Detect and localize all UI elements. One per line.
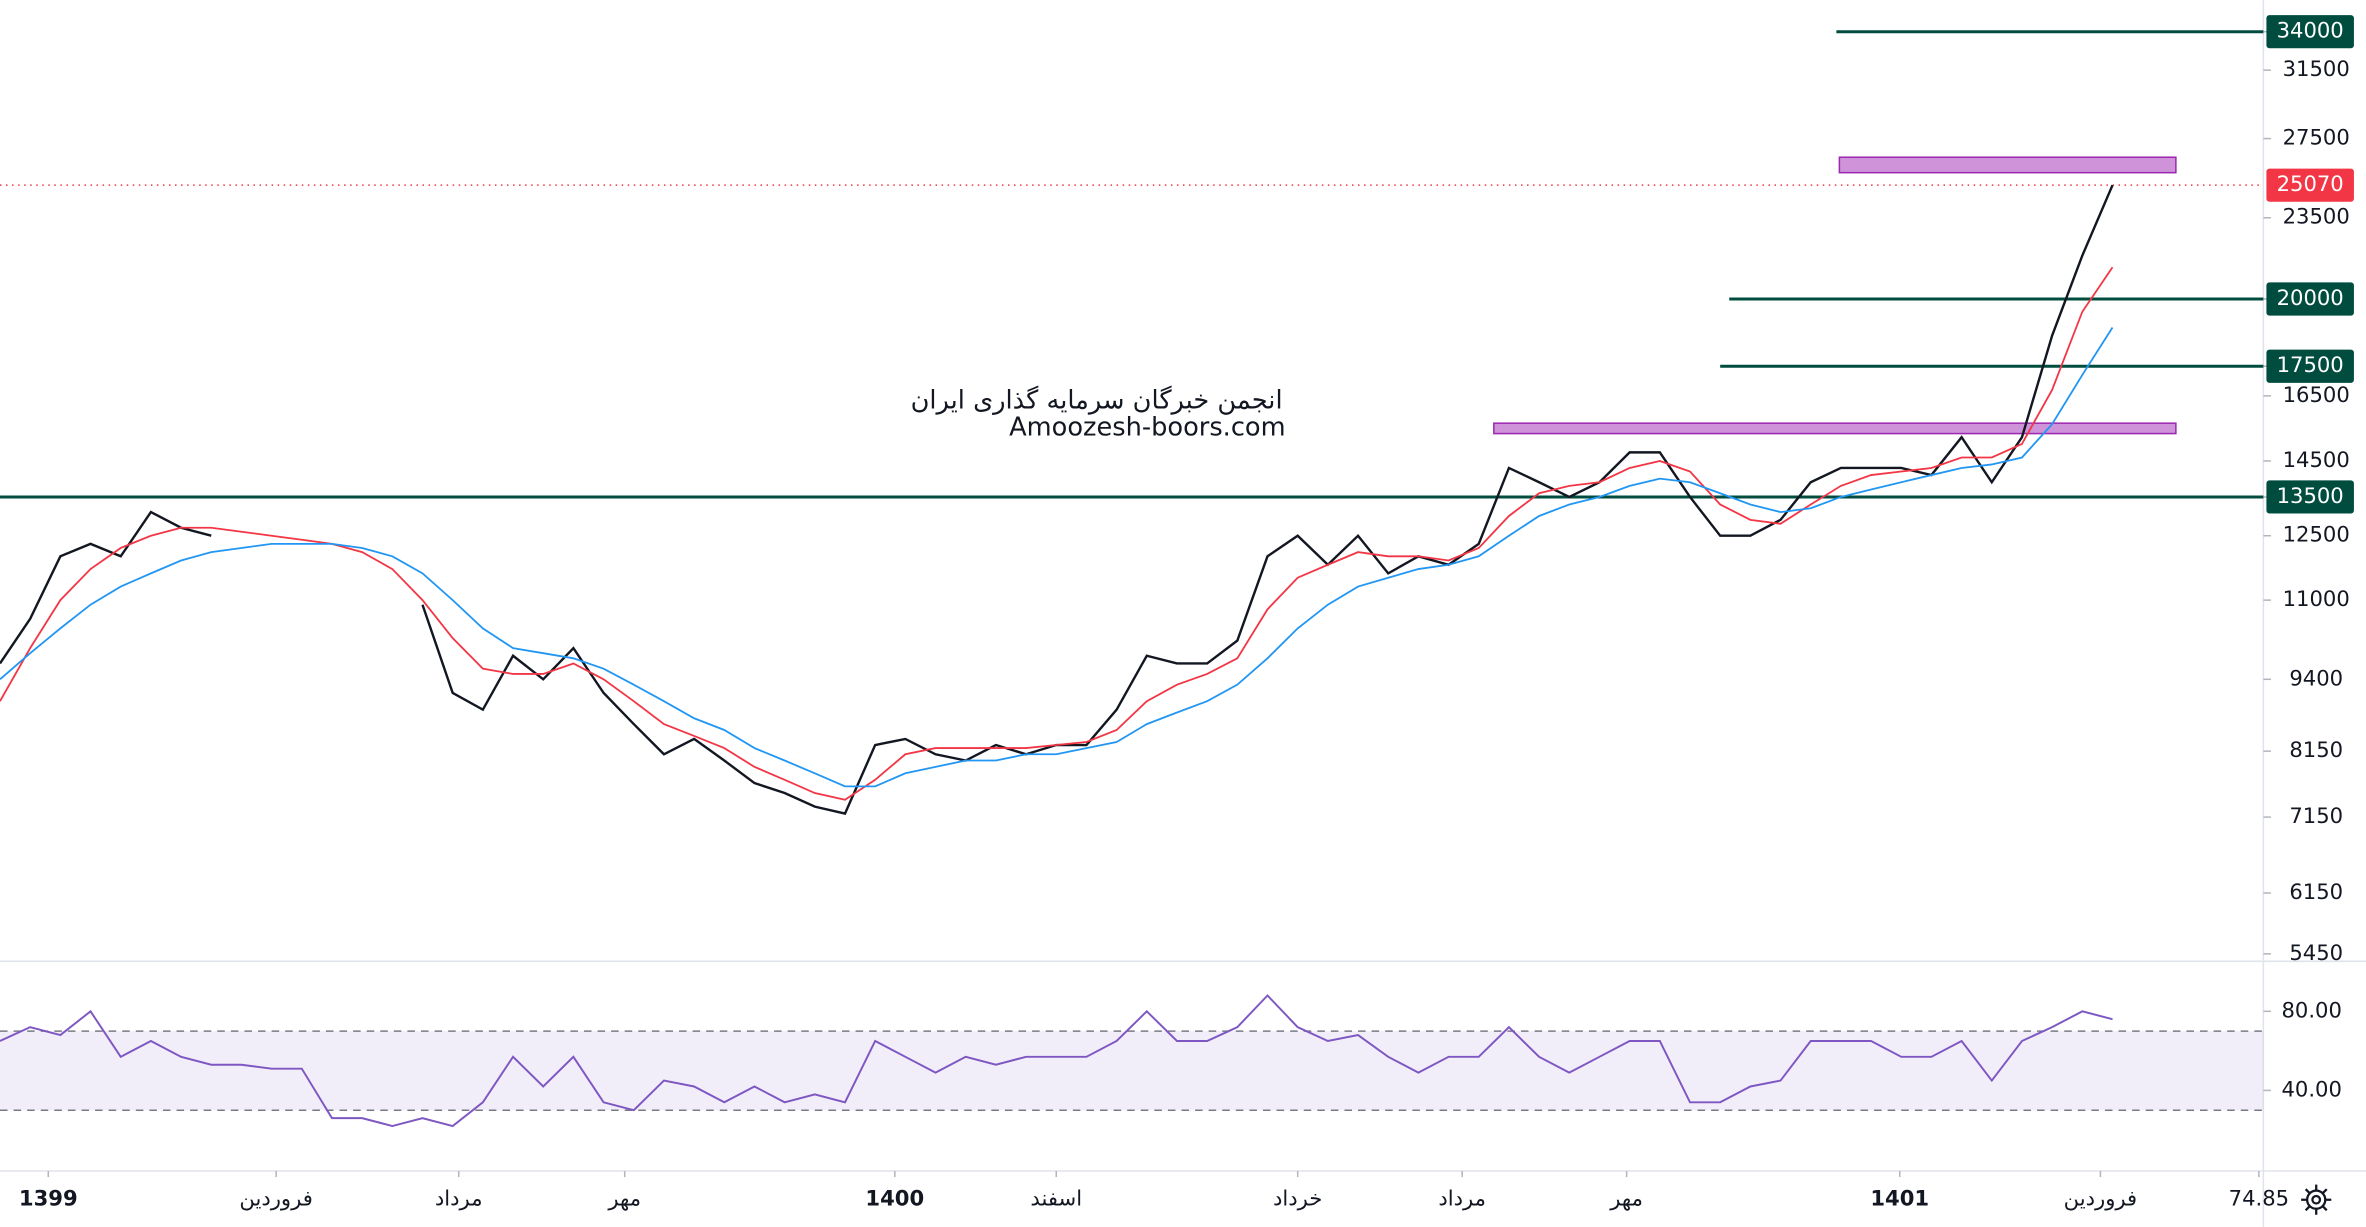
y-tick-label: 9400 [2289, 665, 2343, 690]
y-tick-label: 11000 [2283, 586, 2350, 611]
watermark: Amoozesh-boors.com [1009, 413, 1285, 443]
last-price-label: 25070 [2277, 171, 2344, 196]
x-tick-label: 1400 [865, 1186, 924, 1211]
series-line [0, 184, 2114, 815]
level-label: 34000 [2277, 18, 2344, 43]
y-tick-label: 7150 [2289, 803, 2343, 828]
level-box [2266, 15, 2354, 49]
y-tick-label: 27500 [2283, 125, 2350, 150]
series-line [0, 994, 2113, 1128]
y-tick-label: 6150 [2289, 879, 2343, 904]
last-price-box [2266, 168, 2354, 202]
x-tick-label: 1401 [1870, 1186, 1929, 1211]
level-label: 17500 [2277, 352, 2344, 377]
x-tick-label: فروردین [2064, 1186, 2137, 1211]
x-tick-label: مهر [1609, 1186, 1643, 1211]
level-box [2266, 349, 2354, 383]
y-tick-label: 5450 [2289, 940, 2343, 965]
rsi-band [0, 1031, 2264, 1111]
y-tick-label: 14500 [2283, 447, 2350, 472]
series-line [0, 326, 2114, 788]
y-tick-label: 16500 [2283, 382, 2350, 407]
settings-icon[interactable] [2301, 1184, 2332, 1215]
rsi-tick-label: 40.00 [2281, 1076, 2341, 1101]
x-tick-label: 74.85 [2229, 1186, 2289, 1211]
y-tick-label: 23500 [2283, 204, 2350, 229]
y-tick-label: 31500 [2283, 56, 2350, 81]
watermark: انجمن خبرگان سرمایه گذاری ایران [911, 385, 1283, 415]
x-tick-label: اسفند [1030, 1186, 1082, 1211]
resistance-zone [1493, 422, 2177, 435]
level-label: 20000 [2277, 285, 2344, 310]
x-tick-label: مرداد [435, 1186, 483, 1211]
level-box [2266, 480, 2354, 514]
y-tick-label: 12500 [2283, 522, 2350, 547]
level-box [2266, 282, 2354, 316]
resistance-zone [1838, 156, 2177, 174]
rsi-tick-label: 80.00 [2281, 997, 2341, 1022]
series-line [0, 266, 2114, 801]
x-tick-label: خرداد [1273, 1186, 1322, 1211]
x-tick-label: فروردین [239, 1186, 312, 1211]
x-tick-label: مهر [607, 1186, 641, 1211]
plot: 34000 31500 27500 23500 20000 17500 16500 14500… [0, 15, 2354, 1211]
x-tick-label: مرداد [1438, 1186, 1486, 1211]
x-tick-label: 1399 [19, 1186, 78, 1211]
y-tick-label: 8150 [2289, 737, 2343, 762]
level-label: 13500 [2277, 483, 2344, 508]
